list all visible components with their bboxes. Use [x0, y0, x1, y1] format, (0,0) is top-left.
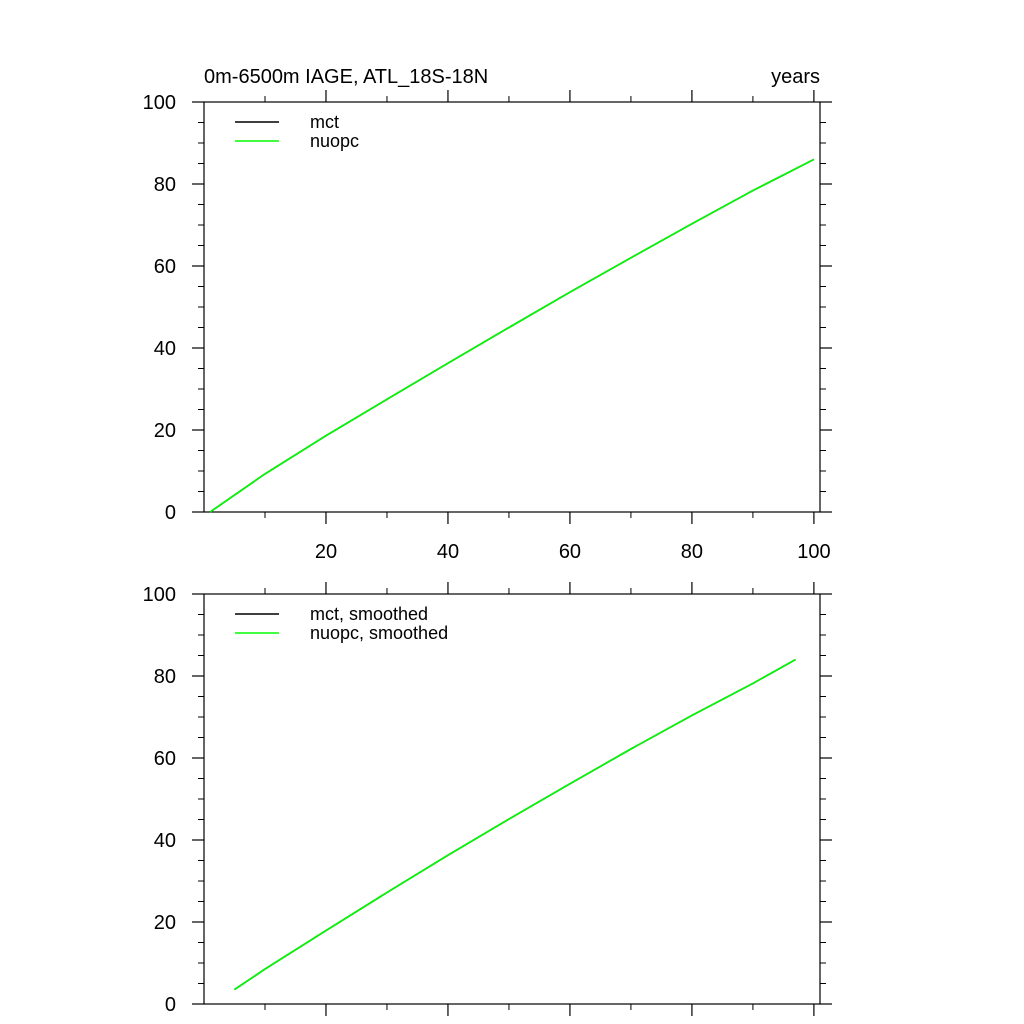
plot-frame: [203, 593, 821, 1005]
series-line-0: [209, 158, 815, 513]
y-tick-label: 80: [154, 666, 176, 688]
legend-label: nuopc: [310, 131, 359, 151]
series-line-1: [234, 658, 796, 991]
chart-title: 0m-6500m IAGE, ATL_18S-18N: [204, 66, 488, 88]
x-tick-label: 60: [559, 541, 581, 563]
x-tick-label: 100: [797, 541, 830, 563]
y-tick-label: 20: [154, 912, 176, 934]
y-tick-label: 0: [165, 994, 176, 1016]
legend-label: mct, smoothed: [310, 604, 428, 624]
y-tick-label: 60: [154, 256, 176, 278]
y-tick-label: 100: [143, 584, 176, 606]
x-tick-label: 40: [437, 541, 459, 563]
y-tick-label: 80: [154, 174, 176, 196]
x-tick-label: 80: [681, 541, 703, 563]
plot-frame: [203, 101, 821, 513]
y-tick-label: 40: [154, 338, 176, 360]
legend-label: nuopc, smoothed: [310, 623, 448, 643]
series-line-1: [209, 158, 815, 513]
x-tick-label: 20: [315, 541, 337, 563]
series-line-0: [234, 658, 796, 991]
y-tick-label: 40: [154, 830, 176, 852]
y-tick-label: 100: [143, 92, 176, 114]
y-tick-label: 0: [165, 502, 176, 524]
units-label: years: [771, 66, 820, 88]
legend-label: mct: [310, 112, 339, 132]
y-tick-label: 20: [154, 420, 176, 442]
y-tick-label: 60: [154, 748, 176, 770]
